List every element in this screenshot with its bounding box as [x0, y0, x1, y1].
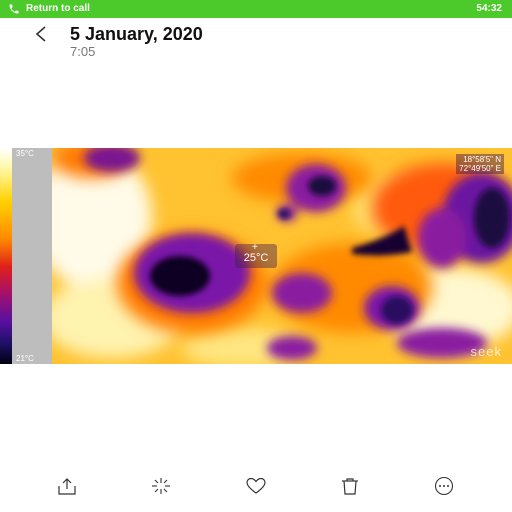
photo-date: 5 January, 2020: [70, 24, 203, 44]
thermal-image: [52, 148, 512, 364]
delete-trash-icon[interactable]: [339, 476, 361, 496]
return-to-call-bar[interactable]: Return to call 54:32: [0, 0, 512, 18]
spot-temperature-marker: + 25°C: [235, 242, 277, 268]
phone-icon: [9, 4, 19, 14]
gps-coordinates: 18°58'5" N 72°49'50" E: [456, 154, 504, 174]
scale-min-label: 21°C: [16, 354, 34, 363]
share-icon[interactable]: [56, 476, 78, 496]
call-duration: 54:32: [476, 3, 502, 14]
more-dots-icon[interactable]: [433, 476, 455, 496]
crosshair-icon: +: [252, 242, 258, 253]
color-scale-bar: [0, 148, 12, 364]
photo-time: 7:05: [70, 44, 96, 59]
thermal-photo[interactable]: 35°C 21°C 18°58'5" N 72°49'50" E + 25°C …: [0, 148, 512, 364]
scale-max-label: 35°C: [16, 149, 34, 158]
spot-temperature: 25°C: [243, 252, 269, 264]
back-chevron-icon[interactable]: [32, 22, 50, 46]
return-to-call-label: Return to call: [26, 3, 90, 14]
edit-sparkle-icon[interactable]: [150, 476, 172, 496]
latitude-label: 18°58'5" N: [463, 155, 501, 164]
temperature-scale: 35°C 21°C: [0, 148, 52, 364]
favorite-heart-icon[interactable]: [245, 476, 267, 496]
seek-watermark: seek: [470, 344, 502, 359]
longitude-label: 72°49'50" E: [459, 164, 501, 173]
